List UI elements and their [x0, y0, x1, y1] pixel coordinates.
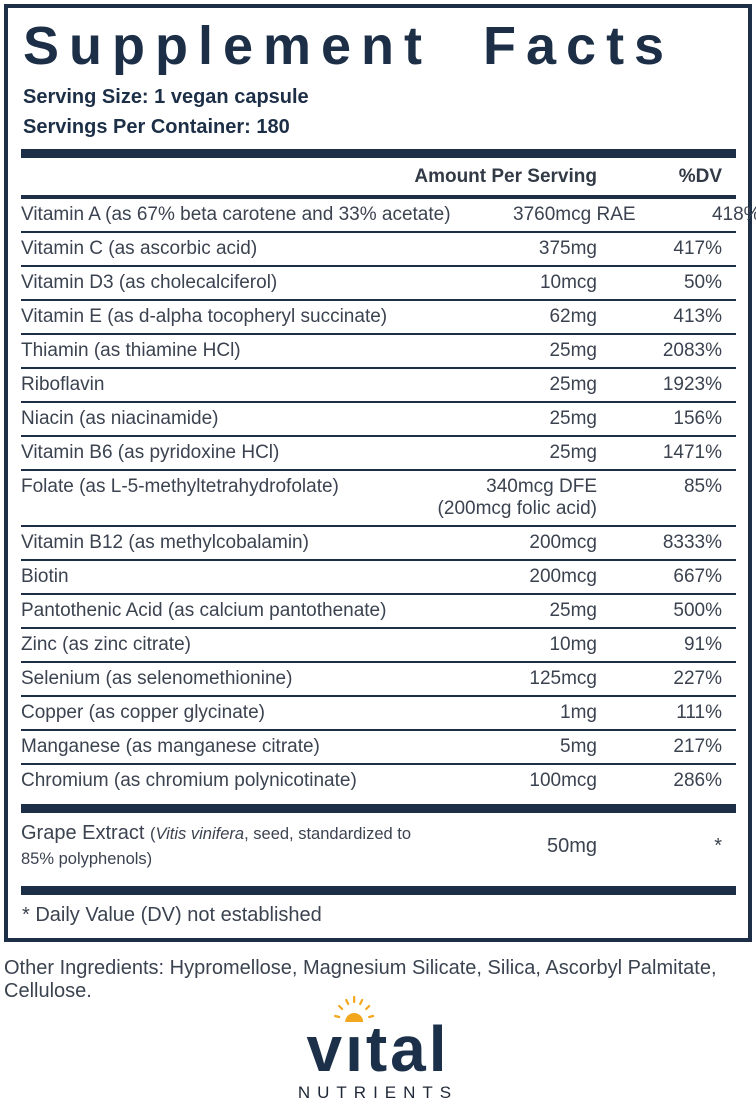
table-header-row: Amount Per Serving %DV [21, 158, 736, 195]
nutrient-dv: 1471% [662, 442, 722, 464]
nutrient-dv: 91% [683, 634, 722, 656]
dv-footnote: * Daily Value (DV) not established [22, 904, 322, 927]
nutrient-amount: 200mcg [529, 566, 597, 588]
sun-icon [334, 996, 375, 1023]
table-row-vitamin-b12: Vitamin B12 (as methylcobalamin) 200mcg … [21, 525, 736, 559]
nutrient-dv: 156% [673, 408, 722, 430]
nutrient-name: Thiamin (as thiamine HCl) [21, 340, 241, 362]
nutrient-dv: 1923% [662, 374, 722, 396]
nutrient-name: Vitamin A (as 67% beta carotene and 33% … [21, 204, 451, 226]
supplement-facts-panel: Supplement Facts Serving Size: 1 vegan c… [4, 4, 756, 943]
nutrient-amount-line1: 340mcg DFE [486, 476, 597, 498]
nutrient-amount: 25mg [549, 340, 597, 362]
nutrient-dv: 2083% [662, 340, 722, 362]
nutrient-dv: 413% [673, 306, 722, 328]
table-row-vitamin-e: Vitamin E (as d-alpha tocopheryl succina… [21, 299, 736, 333]
nutrient-name: Vitamin B6 (as pyridoxine HCl) [21, 442, 280, 464]
panel-title: Supplement Facts [23, 16, 675, 76]
table-row-pantothenic-acid: Pantothenic Acid (as calcium pantothenat… [21, 593, 736, 627]
nutrient-dv: 111% [676, 702, 722, 724]
nutrient-amount: 62mg [549, 306, 597, 328]
table-row-biotin: Biotin 200mcg 667% [21, 559, 736, 593]
nutrient-amount: 10mcg [539, 272, 597, 294]
brand-logo: vı tal NUTRIENTS [0, 996, 756, 1103]
nutrient-amount: 25mg [549, 442, 597, 464]
brand-subtext: NUTRIENTS [297, 1083, 459, 1103]
nutrient-amount: 375mg [538, 238, 597, 260]
table-row-niacin: Niacin (as niacinamide) 25mg 156% [21, 401, 736, 435]
nutrient-dv: 8333% [662, 532, 722, 554]
nutrient-name: Riboflavin [21, 374, 105, 396]
servings-per-container: Servings Per Container: 180 [23, 116, 290, 139]
nutrient-amount: 25mg [549, 600, 597, 622]
table-row-folate: Folate (as L-5-methyltetrahydrofolate) 3… [21, 469, 736, 525]
nutrient-name: Vitamin E (as d-alpha tocopheryl succina… [21, 306, 388, 328]
nutrient-amount: 25mg [549, 408, 597, 430]
divider-thick-top [21, 149, 736, 159]
nutrient-dv: 286% [673, 770, 722, 792]
nutrient-amount: 340mcg DFE (200mcg folic acid) [412, 476, 597, 520]
other-ingredients: Other Ingredients: Hypromellose, Magnesi… [4, 957, 717, 1003]
nutrient-amount: 10mg [549, 634, 597, 656]
nutrient-amount: 125mcg [529, 668, 597, 690]
nutrient-name: Vitamin D3 (as cholecalciferol) [21, 272, 278, 294]
grape-extract-note: (Vitis vinifera, seed, standardized to 8… [21, 825, 412, 869]
header-amount-per-serving: Amount Per Serving [414, 166, 597, 188]
nutrient-amount: 200mcg [529, 532, 597, 554]
nutrient-dv: 417% [673, 238, 722, 260]
nutrient-amount: 25mg [549, 374, 597, 396]
nutrient-amount-line2: (200mcg folic acid) [437, 498, 597, 520]
nutrient-name: Selenium (as selenomethionine) [21, 668, 293, 690]
table-row-copper: Copper (as copper glycinate) 1mg 111% [21, 695, 736, 729]
table-row-thiamin: Thiamin (as thiamine HCl) 25mg 2083% [21, 333, 736, 367]
nutrient-amount: 100mcg [529, 770, 597, 792]
nutrient-name: Niacin (as niacinamide) [21, 408, 219, 430]
table-row-vitamin-d3: Vitamin D3 (as cholecalciferol) 10mcg 50… [21, 265, 736, 299]
table-row-vitamin-b6: Vitamin B6 (as pyridoxine HCl) 25mg 1471… [21, 435, 736, 469]
nutrient-name: Vitamin B12 (as methylcobalamin) [21, 532, 309, 554]
divider-thick-grape-bottom [21, 886, 736, 896]
table-row-zinc: Zinc (as zinc citrate) 10mg 91% [21, 627, 736, 661]
table-row-chromium: Chromium (as chromium polynicotinate) 10… [21, 763, 736, 797]
nutrient-amount: 5mg [560, 736, 597, 758]
nutrient-dv: 418% [711, 204, 756, 226]
nutrient-dv: 667% [673, 566, 722, 588]
serving-size: Serving Size: 1 vegan capsule [23, 86, 309, 109]
nutrient-amount: 50mg [546, 835, 597, 858]
nutrient-name: Biotin [21, 566, 69, 588]
nutrient-name: Manganese (as manganese citrate) [21, 736, 320, 758]
nutrient-amount: 1mg [560, 702, 597, 724]
nutrient-name: Pantothenic Acid (as calcium pantothenat… [21, 600, 387, 622]
table-row-selenium: Selenium (as selenomethionine) 125mcg 22… [21, 661, 736, 695]
table-row-riboflavin: Riboflavin 25mg 1923% [21, 367, 736, 401]
table-row-vitamin-c: Vitamin C (as ascorbic acid) 375mg 417% [21, 231, 736, 265]
nutrient-name: Zinc (as zinc citrate) [21, 634, 191, 656]
table-row-vitamin-a: Vitamin A (as 67% beta carotene and 33% … [21, 199, 756, 231]
grape-extract-label: Grape Extract [21, 822, 150, 845]
divider-thick-grape-top [21, 804, 736, 814]
nutrient-dv: 85% [683, 476, 722, 498]
nutrient-dv: 500% [673, 600, 722, 622]
nutrient-amount: 3760mcg RAE [513, 204, 636, 226]
brand-wordmark: vı tal [306, 996, 449, 1081]
nutrient-dv: 50% [683, 272, 722, 294]
nutrient-dv: 217% [673, 736, 722, 758]
header-dv: %DV [678, 166, 722, 188]
table-row-manganese: Manganese (as manganese citrate) 5mg 217… [21, 729, 736, 763]
divider-mid-header [21, 195, 736, 200]
nutrient-dv: * [714, 835, 722, 858]
nutrient-name: Grape Extract (Vitis vinifera, seed, sta… [21, 821, 412, 871]
nutrient-name: Folate (as L-5-methyltetrahydrofolate) [21, 476, 339, 498]
nutrient-name: Vitamin C (as ascorbic acid) [21, 238, 258, 260]
table-row-grape-extract: Grape Extract (Vitis vinifera, seed, sta… [21, 813, 736, 879]
brand-letter-i: ı [334, 996, 375, 1081]
nutrient-name: Chromium (as chromium polynicotinate) [21, 770, 357, 792]
nutrient-name: Copper (as copper glycinate) [21, 702, 265, 724]
nutrient-dv: 227% [673, 668, 722, 690]
